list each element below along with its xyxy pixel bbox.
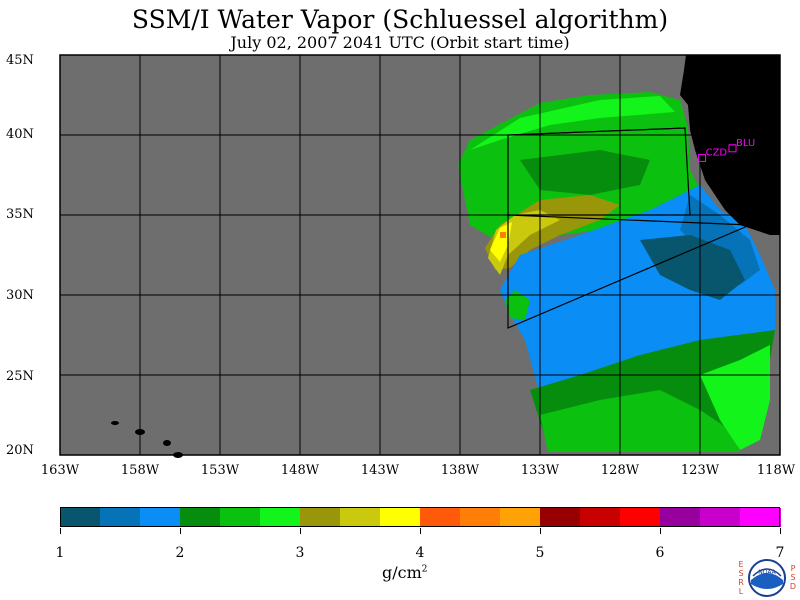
colorbar-units: g/cm2 <box>382 563 428 582</box>
lat-label-20n: 20N <box>6 443 34 458</box>
colorbar-swatch <box>740 508 781 527</box>
station-marker-blu <box>728 144 737 153</box>
colorbar-label-5: 5 <box>535 545 545 561</box>
colorbar-tick <box>660 528 661 534</box>
lon-label-128w: 128W <box>600 463 640 478</box>
land-hawaii-1 <box>111 421 119 425</box>
colorbar-tick <box>60 528 61 534</box>
colorbar-tick <box>780 528 781 534</box>
logo-letter-d: D <box>789 582 797 591</box>
lon-label-123w: 123W <box>680 463 720 478</box>
analysis-domain-box <box>507 127 691 216</box>
logo-letter-s: S <box>738 569 744 578</box>
colorbar-label-2: 2 <box>175 545 185 561</box>
swath-olive-plume <box>485 195 620 270</box>
land-hawaii-3 <box>163 440 171 446</box>
lat-label-45n: 45N <box>6 53 34 68</box>
map-subtitle: July 02, 2007 2041 UTC (Orbit start time… <box>230 33 570 52</box>
lon-label-158w: 158W <box>120 463 160 478</box>
swath-bright-north <box>470 96 675 150</box>
colorbar-label-6: 6 <box>655 545 665 561</box>
swath-green-blue-edge <box>505 290 530 320</box>
units-text: g/cm <box>382 563 422 582</box>
analysis-domain-triangle <box>507 214 751 329</box>
station-markers: CZD BLU <box>698 138 755 162</box>
noaa-center-text: NOAA <box>758 569 776 576</box>
map-frame <box>59 54 781 456</box>
colorbar-label-7: 7 <box>775 545 785 561</box>
logo-letter-r: R <box>738 578 744 587</box>
lat-label-25n: 25N <box>6 369 34 384</box>
colorbar-tick <box>300 528 301 534</box>
logo-letter-s2: S <box>790 573 796 582</box>
swath-blue-dark <box>640 235 745 300</box>
noaa-emblem-icon: NOAA <box>748 559 786 597</box>
colorbar-tick <box>420 528 421 534</box>
swath-dark-green-north <box>520 150 650 195</box>
colorbar-label-4: 4 <box>415 545 425 561</box>
lat-label-40n: 40N <box>6 127 34 142</box>
units-exponent: 2 <box>421 564 428 575</box>
lat-label-35n: 35N <box>6 207 34 222</box>
swath-light-green-south <box>540 390 740 452</box>
lon-label-163w: 163W <box>40 463 80 478</box>
lon-label-148w: 148W <box>280 463 320 478</box>
lat-label-30n: 30N <box>6 288 34 303</box>
colorbar-tick <box>180 528 181 534</box>
station-marker-czd <box>698 153 707 162</box>
logo-letter-p: P <box>790 564 796 573</box>
colorbar-label-1: 1 <box>55 545 65 561</box>
lon-label-118w: 118W <box>756 463 796 478</box>
logo-letter-e: E <box>738 560 744 569</box>
colorbar-label-3: 3 <box>295 545 305 561</box>
station-label-blu: BLU <box>736 138 755 149</box>
logo-letter-l: L <box>738 587 744 596</box>
station-label-czd: CZD <box>706 147 728 158</box>
lon-label-153w: 153W <box>200 463 240 478</box>
lon-label-138w: 138W <box>440 463 480 478</box>
swath-yellow-peak <box>490 222 512 262</box>
colorbar-frame <box>60 507 780 527</box>
map-title: SSM/I Water Vapor (Schluessel algorithm) <box>131 5 669 34</box>
noaa-logo: E S R L NOAA P S D <box>737 558 799 600</box>
colorbar-tick <box>540 528 541 534</box>
swath-bright-green-se <box>700 345 770 450</box>
swath-orange-spot <box>500 232 506 238</box>
lon-label-143w: 143W <box>360 463 400 478</box>
lon-label-133w: 133W <box>520 463 560 478</box>
